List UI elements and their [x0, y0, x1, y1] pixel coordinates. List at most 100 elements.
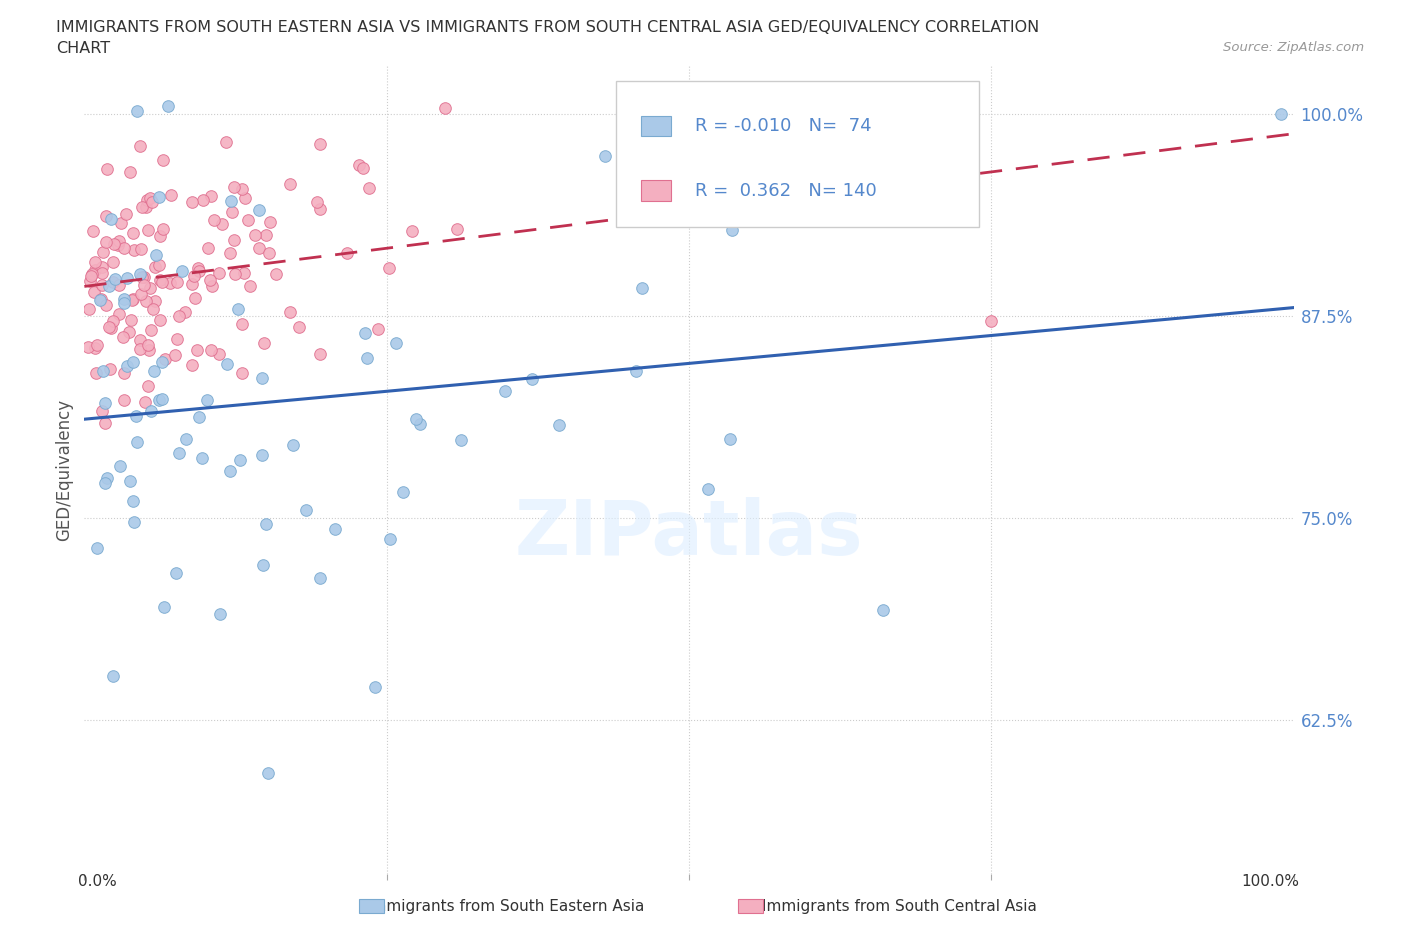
Point: [139, 281, 162, 296]
Point: [80, 268, 103, 283]
Point: [208, 346, 231, 361]
Point: [239, 279, 262, 294]
Point: [385, 336, 408, 351]
Point: [208, 266, 231, 281]
Point: [134, 278, 156, 293]
Point: [166, 274, 188, 289]
Text: Immigrants from South Eastern Asia: Immigrants from South Eastern Asia: [367, 899, 645, 914]
Point: [94, 208, 117, 223]
Point: [257, 766, 280, 781]
Point: [190, 450, 212, 465]
Text: R =  0.362   N= 140: R = 0.362 N= 140: [695, 181, 877, 200]
Point: [112, 291, 135, 306]
Point: [136, 338, 159, 352]
Y-axis label: GED/Equivalency: GED/Equivalency: [55, 399, 73, 540]
Point: [103, 274, 125, 289]
Point: [86, 540, 108, 555]
Point: [94, 475, 117, 490]
Point: [90, 404, 112, 418]
Point: [103, 237, 125, 252]
Point: [152, 153, 174, 167]
Point: [91, 364, 114, 379]
Point: [450, 432, 472, 447]
Point: [150, 392, 173, 406]
Text: IMMIGRANTS FROM SOUTH EASTERN ASIA VS IMMIGRANTS FROM SOUTH CENTRAL ASIA GED/EQU: IMMIGRANTS FROM SOUTH EASTERN ASIA VS IM…: [56, 20, 1039, 35]
Point: [187, 260, 209, 275]
FancyBboxPatch shape: [641, 115, 671, 136]
Point: [139, 323, 162, 338]
Point: [166, 565, 188, 580]
Point: [593, 149, 616, 164]
Text: R = -0.010   N=  74: R = -0.010 N= 74: [695, 117, 872, 135]
Point: [79, 273, 101, 288]
Point: [90, 259, 112, 274]
Point: [90, 277, 112, 292]
Point: [181, 194, 204, 209]
Point: [163, 348, 186, 363]
Point: [148, 257, 170, 272]
Point: [624, 363, 647, 378]
Point: [128, 139, 150, 153]
Point: [112, 365, 135, 380]
Point: [221, 193, 243, 208]
Point: [405, 411, 427, 426]
Point: [721, 222, 744, 237]
Point: [250, 370, 273, 385]
Point: [97, 278, 120, 293]
Point: [631, 280, 654, 295]
Point: [1270, 106, 1292, 121]
Text: CHART: CHART: [56, 41, 110, 56]
Point: [167, 446, 190, 461]
Point: [152, 221, 174, 236]
Text: Source: ZipAtlas.com: Source: ZipAtlas.com: [1223, 41, 1364, 54]
Point: [353, 326, 375, 340]
Point: [236, 213, 259, 228]
Point: [94, 298, 117, 312]
Point: [121, 355, 143, 370]
Point: [364, 680, 387, 695]
Point: [84, 340, 107, 355]
Point: [131, 200, 153, 215]
Point: [80, 267, 103, 282]
Point: [89, 293, 111, 308]
Point: [294, 502, 316, 517]
Point: [136, 379, 159, 394]
Point: [288, 319, 311, 334]
Point: [201, 279, 224, 294]
Point: [135, 200, 157, 215]
Point: [128, 333, 150, 348]
Point: [166, 331, 188, 346]
Point: [253, 336, 276, 351]
Point: [174, 432, 197, 446]
Point: [77, 340, 100, 355]
Point: [252, 558, 274, 573]
Point: [243, 228, 266, 243]
Point: [121, 225, 143, 240]
Point: [101, 255, 124, 270]
Point: [283, 438, 305, 453]
Point: [231, 316, 253, 331]
Point: [184, 291, 207, 306]
Point: [83, 262, 105, 277]
Point: [125, 435, 148, 450]
Point: [149, 312, 172, 327]
Point: [943, 106, 966, 121]
Point: [122, 493, 145, 508]
Point: [367, 322, 389, 337]
Point: [209, 606, 232, 621]
Point: [250, 448, 273, 463]
Point: [111, 329, 134, 344]
Point: [323, 522, 346, 537]
Point: [110, 216, 132, 231]
Point: [174, 304, 197, 319]
Point: [148, 190, 170, 205]
Point: [247, 241, 270, 256]
Point: [150, 355, 173, 370]
Point: [193, 193, 215, 207]
Point: [94, 415, 117, 430]
Point: [170, 263, 193, 278]
Point: [200, 188, 222, 203]
Point: [696, 482, 718, 497]
Point: [195, 392, 218, 407]
Point: [409, 417, 432, 432]
